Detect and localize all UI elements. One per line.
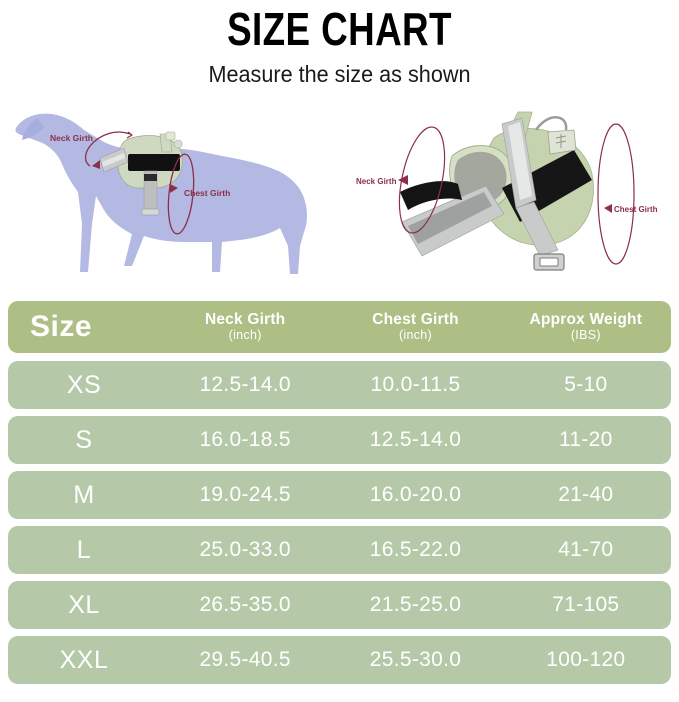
cell-approx-weight: 21-40 xyxy=(558,483,614,506)
table-row: XL 26.5-35.0 21.5-25.0 71-105 xyxy=(8,581,671,629)
cell-approx-weight: 41-70 xyxy=(558,538,614,561)
cell-size: XXL xyxy=(59,645,109,674)
chest-arrow-head-right xyxy=(604,204,612,213)
cell-neck-girth: 25.0-33.0 xyxy=(199,538,291,561)
chest-arrow-head xyxy=(170,184,178,193)
table-row: XXL 29.5-40.5 25.5-30.0 100-120 xyxy=(8,636,671,684)
table-row: M 19.0-24.5 16.0-20.0 21-40 xyxy=(8,471,671,519)
cell-size: XS xyxy=(66,370,102,399)
neck-girth-header-unit: (inch) xyxy=(228,328,262,343)
harness-on-dog xyxy=(99,131,183,216)
chest-girth-header-unit: (inch) xyxy=(398,328,433,343)
table-row: L 25.0-33.0 16.5-22.0 41-70 xyxy=(8,526,671,574)
cell-chest-girth: 16.0-20.0 xyxy=(369,483,462,506)
neck-girth-annotation xyxy=(84,131,133,167)
illustrations-area: Neck Girth Chest Girth xyxy=(0,96,679,291)
cell-chest-girth: 21.5-25.0 xyxy=(369,593,462,616)
chest-girth-label-right: Chest Girth xyxy=(614,205,658,214)
cell-neck-girth: 16.0-18.5 xyxy=(199,428,291,451)
cell-size: S xyxy=(75,425,93,454)
neck-girth-header-label: Neck Girth xyxy=(204,310,286,328)
chest-girth-annotation xyxy=(167,153,195,235)
table-row: XS 12.5-14.0 10.0-11.5 5-10 xyxy=(8,361,671,409)
harness-product-illustration: Neck Girth Chest Girth xyxy=(352,96,674,291)
chest-girth-ellipse xyxy=(597,123,635,265)
size-chart-table: Size Neck Girth (inch) Chest Girth (inch… xyxy=(8,301,671,691)
chest-girth-header-label: Chest Girth xyxy=(372,310,459,328)
column-header-chest-girth: Chest Girth (inch) xyxy=(330,310,500,343)
neck-girth-label-right: Neck Girth xyxy=(356,177,397,186)
cell-size: XL xyxy=(68,590,100,619)
chest-girth-label-left: Chest Girth xyxy=(184,188,230,198)
column-header-neck-girth: Neck Girth (inch) xyxy=(160,310,330,343)
neck-girth-ellipse xyxy=(398,126,446,234)
column-header-approx-weight: Approx Weight (IBS) xyxy=(501,310,671,343)
cell-neck-girth: 29.5-40.5 xyxy=(199,648,291,671)
cell-approx-weight: 71-105 xyxy=(552,593,620,616)
cell-neck-girth: 12.5-14.0 xyxy=(199,373,291,396)
cell-neck-girth: 26.5-35.0 xyxy=(199,593,291,616)
column-header-size: Size xyxy=(30,310,93,343)
page-title: SIZE CHART xyxy=(227,3,452,55)
neck-arrow-head xyxy=(92,160,100,169)
neck-girth-label-left: Neck Girth xyxy=(50,133,93,143)
table-header-row: Size Neck Girth (inch) Chest Girth (inch… xyxy=(8,301,671,353)
cell-chest-girth: 10.0-11.5 xyxy=(370,373,461,396)
cell-chest-girth: 16.5-22.0 xyxy=(369,538,462,561)
dog-silhouette-shape xyxy=(15,113,308,275)
cell-neck-girth: 19.0-24.5 xyxy=(199,483,291,506)
dog-illustration: Neck Girth Chest Girth xyxy=(8,96,338,291)
cell-approx-weight: 100-120 xyxy=(546,648,626,671)
cell-size: M xyxy=(73,480,95,509)
neck-arrow-head-right xyxy=(398,175,408,185)
harness-product-shape xyxy=(400,111,594,271)
approx-weight-header-unit: (IBS) xyxy=(570,328,601,343)
cell-chest-girth: 12.5-14.0 xyxy=(369,428,462,451)
table-row: S 16.0-18.5 12.5-14.0 11-20 xyxy=(8,416,671,464)
cell-approx-weight: 5-10 xyxy=(564,373,608,396)
cell-chest-girth: 25.5-30.0 xyxy=(369,648,462,671)
approx-weight-header-label: Approx Weight xyxy=(529,310,643,328)
page-subtitle: Measure the size as shown xyxy=(208,61,471,87)
cell-approx-weight: 11-20 xyxy=(558,428,613,451)
cell-size: L xyxy=(76,535,92,564)
